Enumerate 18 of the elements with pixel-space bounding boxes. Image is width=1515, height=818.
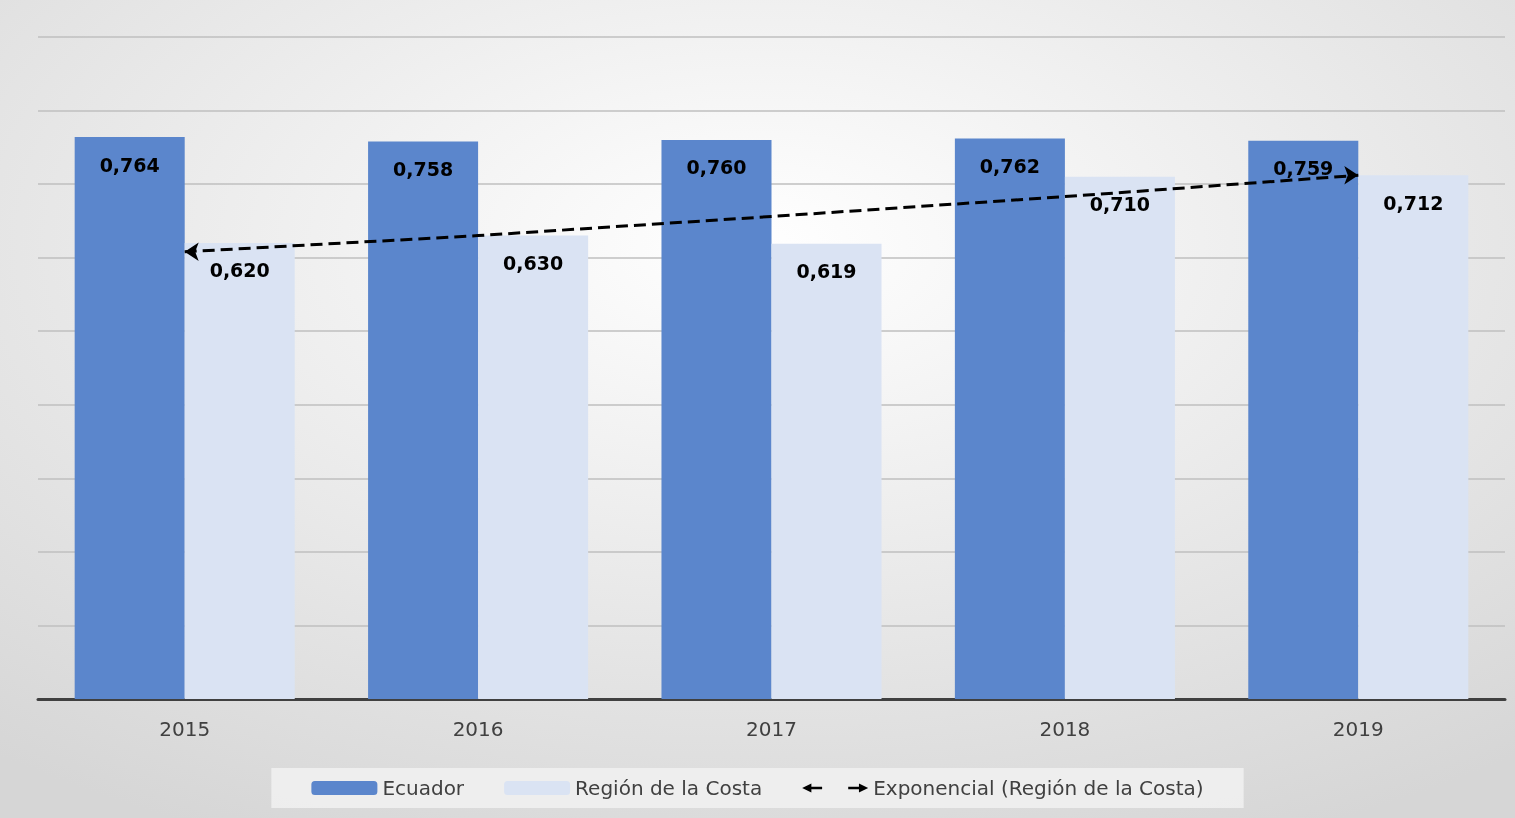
legend-label: Exponencial (Región de la Costa) (873, 776, 1204, 800)
data-label: 0,764 (99, 153, 160, 176)
legend-label: Ecuador (382, 776, 465, 800)
data-label: 0,712 (1383, 191, 1444, 214)
legend-label: Región de la Costa (575, 776, 763, 800)
x-tick-label: 2019 (1332, 717, 1384, 741)
x-tick-label: 2017 (746, 717, 797, 741)
x-tick-label: 2018 (1039, 717, 1091, 741)
data-label: 0,760 (686, 156, 747, 179)
x-tick-label: 2016 (452, 717, 504, 741)
x-tick-label: 2015 (159, 717, 211, 741)
data-label: 0,620 (209, 259, 270, 282)
data-label: 0,762 (979, 155, 1040, 178)
data-label: 0,630 (503, 252, 564, 275)
data-label: 0,619 (796, 260, 857, 283)
data-label: 0,759 (1273, 157, 1334, 180)
data-label: 0,758 (393, 157, 454, 180)
data-label: 0,710 (1089, 193, 1150, 216)
